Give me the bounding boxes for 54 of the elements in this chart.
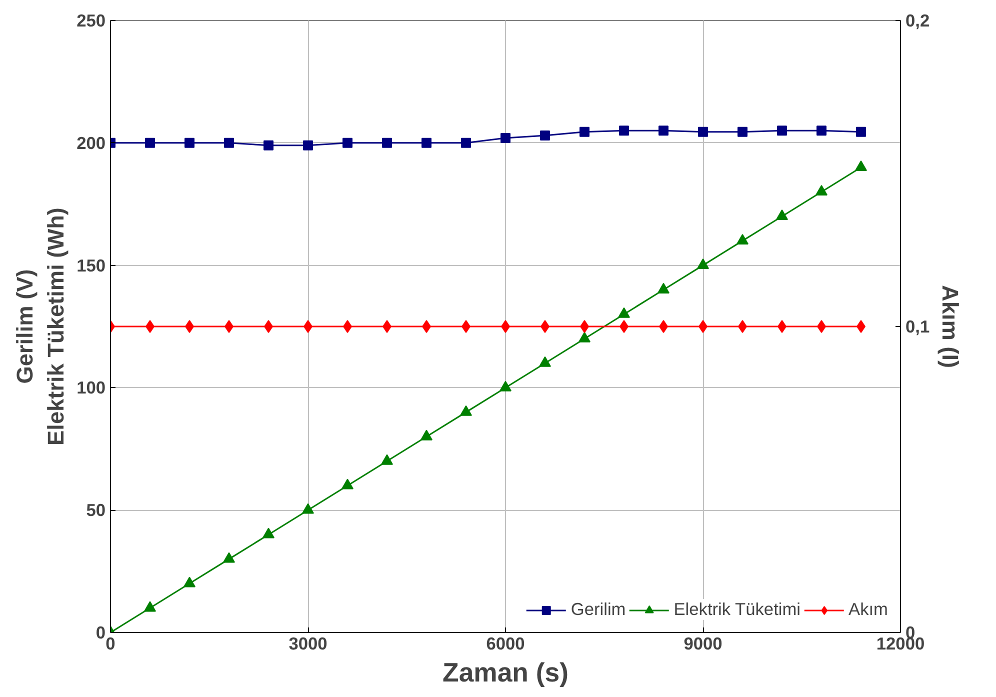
point (303, 140, 313, 150)
point (736, 234, 748, 244)
point (816, 185, 828, 196)
point (224, 138, 234, 148)
point (539, 356, 551, 367)
legend-label: Gerilim (570, 599, 626, 620)
point (223, 552, 235, 563)
y-tick-label: 150 (76, 255, 106, 276)
point (855, 160, 867, 172)
point (342, 138, 352, 148)
point (184, 576, 196, 588)
point (262, 528, 274, 538)
point (658, 126, 668, 136)
point (500, 380, 512, 392)
point (619, 126, 629, 136)
point (618, 307, 630, 318)
point (738, 126, 748, 137)
point (144, 601, 156, 612)
legend-label: Elektrik Tüketimi (674, 599, 801, 620)
point (381, 454, 393, 465)
y2-axis-title: Akım (I) (938, 284, 964, 368)
point (856, 126, 866, 137)
y2-tick-label: 0,2 (906, 10, 930, 30)
point (302, 503, 314, 514)
point (777, 126, 787, 136)
y-tick-label: 250 (76, 10, 106, 30)
point (460, 405, 472, 416)
point (698, 126, 708, 137)
point (145, 138, 155, 148)
point (342, 478, 354, 490)
y-tick-label: 100 (76, 378, 106, 398)
point (540, 130, 550, 141)
point (422, 138, 432, 148)
point (184, 138, 194, 148)
point (382, 138, 392, 148)
point (420, 430, 432, 440)
y2-tick-label: 0,1 (906, 316, 930, 336)
point (500, 133, 510, 144)
point (264, 140, 274, 150)
x-tick-label: 3000 (288, 634, 328, 654)
point (816, 126, 826, 136)
x-tick-label: 9000 (684, 634, 722, 654)
y-tick-label: 50 (86, 500, 106, 520)
x-tick-label: 6000 (486, 634, 525, 654)
point (580, 126, 590, 137)
x-axis-title: Zaman (s) (442, 658, 568, 688)
point (578, 332, 590, 342)
point (461, 138, 471, 148)
point (776, 209, 788, 220)
legend-label: Akım (848, 599, 888, 620)
y-axis-title: Gerilim (V) Elektrik Tüketimi (Wh) (11, 208, 69, 446)
point (697, 258, 709, 269)
y-tick-label: 200 (76, 132, 106, 153)
point (658, 282, 670, 294)
